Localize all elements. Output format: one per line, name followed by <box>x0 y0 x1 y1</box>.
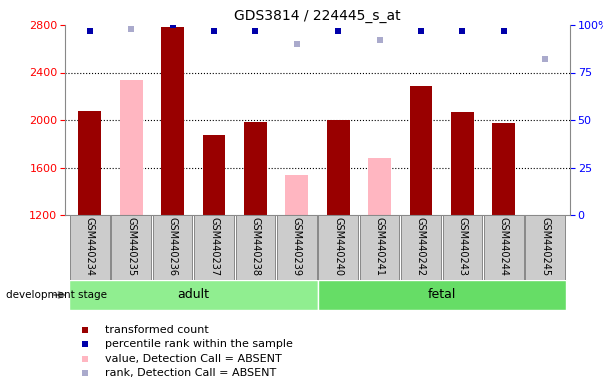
Bar <box>493 123 515 215</box>
Text: GSM440237: GSM440237 <box>209 217 219 276</box>
FancyBboxPatch shape <box>153 215 192 280</box>
Bar <box>285 175 308 215</box>
Text: GSM440245: GSM440245 <box>540 217 550 276</box>
FancyBboxPatch shape <box>318 280 566 310</box>
Bar <box>368 158 391 215</box>
FancyBboxPatch shape <box>236 215 276 280</box>
FancyBboxPatch shape <box>194 215 234 280</box>
Text: GSM440234: GSM440234 <box>85 217 95 276</box>
FancyBboxPatch shape <box>484 215 523 280</box>
Text: rank, Detection Call = ABSENT: rank, Detection Call = ABSENT <box>106 368 277 378</box>
Text: GSM440239: GSM440239 <box>292 217 302 276</box>
Bar <box>120 79 143 215</box>
Text: GSM440244: GSM440244 <box>499 217 509 276</box>
Title: GDS3814 / 224445_s_at: GDS3814 / 224445_s_at <box>234 8 401 23</box>
Text: value, Detection Call = ABSENT: value, Detection Call = ABSENT <box>106 354 282 364</box>
FancyBboxPatch shape <box>70 215 110 280</box>
Text: adult: adult <box>177 288 209 301</box>
FancyBboxPatch shape <box>318 215 358 280</box>
Text: GSM440243: GSM440243 <box>458 217 467 276</box>
FancyBboxPatch shape <box>401 215 441 280</box>
Text: GSM440240: GSM440240 <box>333 217 343 276</box>
Text: GSM440238: GSM440238 <box>250 217 260 276</box>
Text: fetal: fetal <box>428 288 456 301</box>
Text: GSM440236: GSM440236 <box>168 217 178 276</box>
Bar <box>203 136 226 215</box>
Text: transformed count: transformed count <box>106 324 209 334</box>
FancyBboxPatch shape <box>525 215 565 280</box>
Text: GSM440235: GSM440235 <box>126 217 136 276</box>
Text: GSM440241: GSM440241 <box>374 217 385 276</box>
FancyBboxPatch shape <box>443 215 482 280</box>
FancyBboxPatch shape <box>112 215 151 280</box>
Bar <box>78 111 101 215</box>
Bar <box>327 120 350 215</box>
Bar <box>409 86 432 215</box>
FancyBboxPatch shape <box>277 215 317 280</box>
FancyBboxPatch shape <box>69 280 318 310</box>
Bar <box>161 27 184 215</box>
Text: GSM440242: GSM440242 <box>416 217 426 276</box>
Bar <box>244 122 267 215</box>
FancyBboxPatch shape <box>360 215 399 280</box>
Bar <box>451 112 474 215</box>
Text: development stage: development stage <box>6 290 107 300</box>
Text: percentile rank within the sample: percentile rank within the sample <box>106 339 293 349</box>
